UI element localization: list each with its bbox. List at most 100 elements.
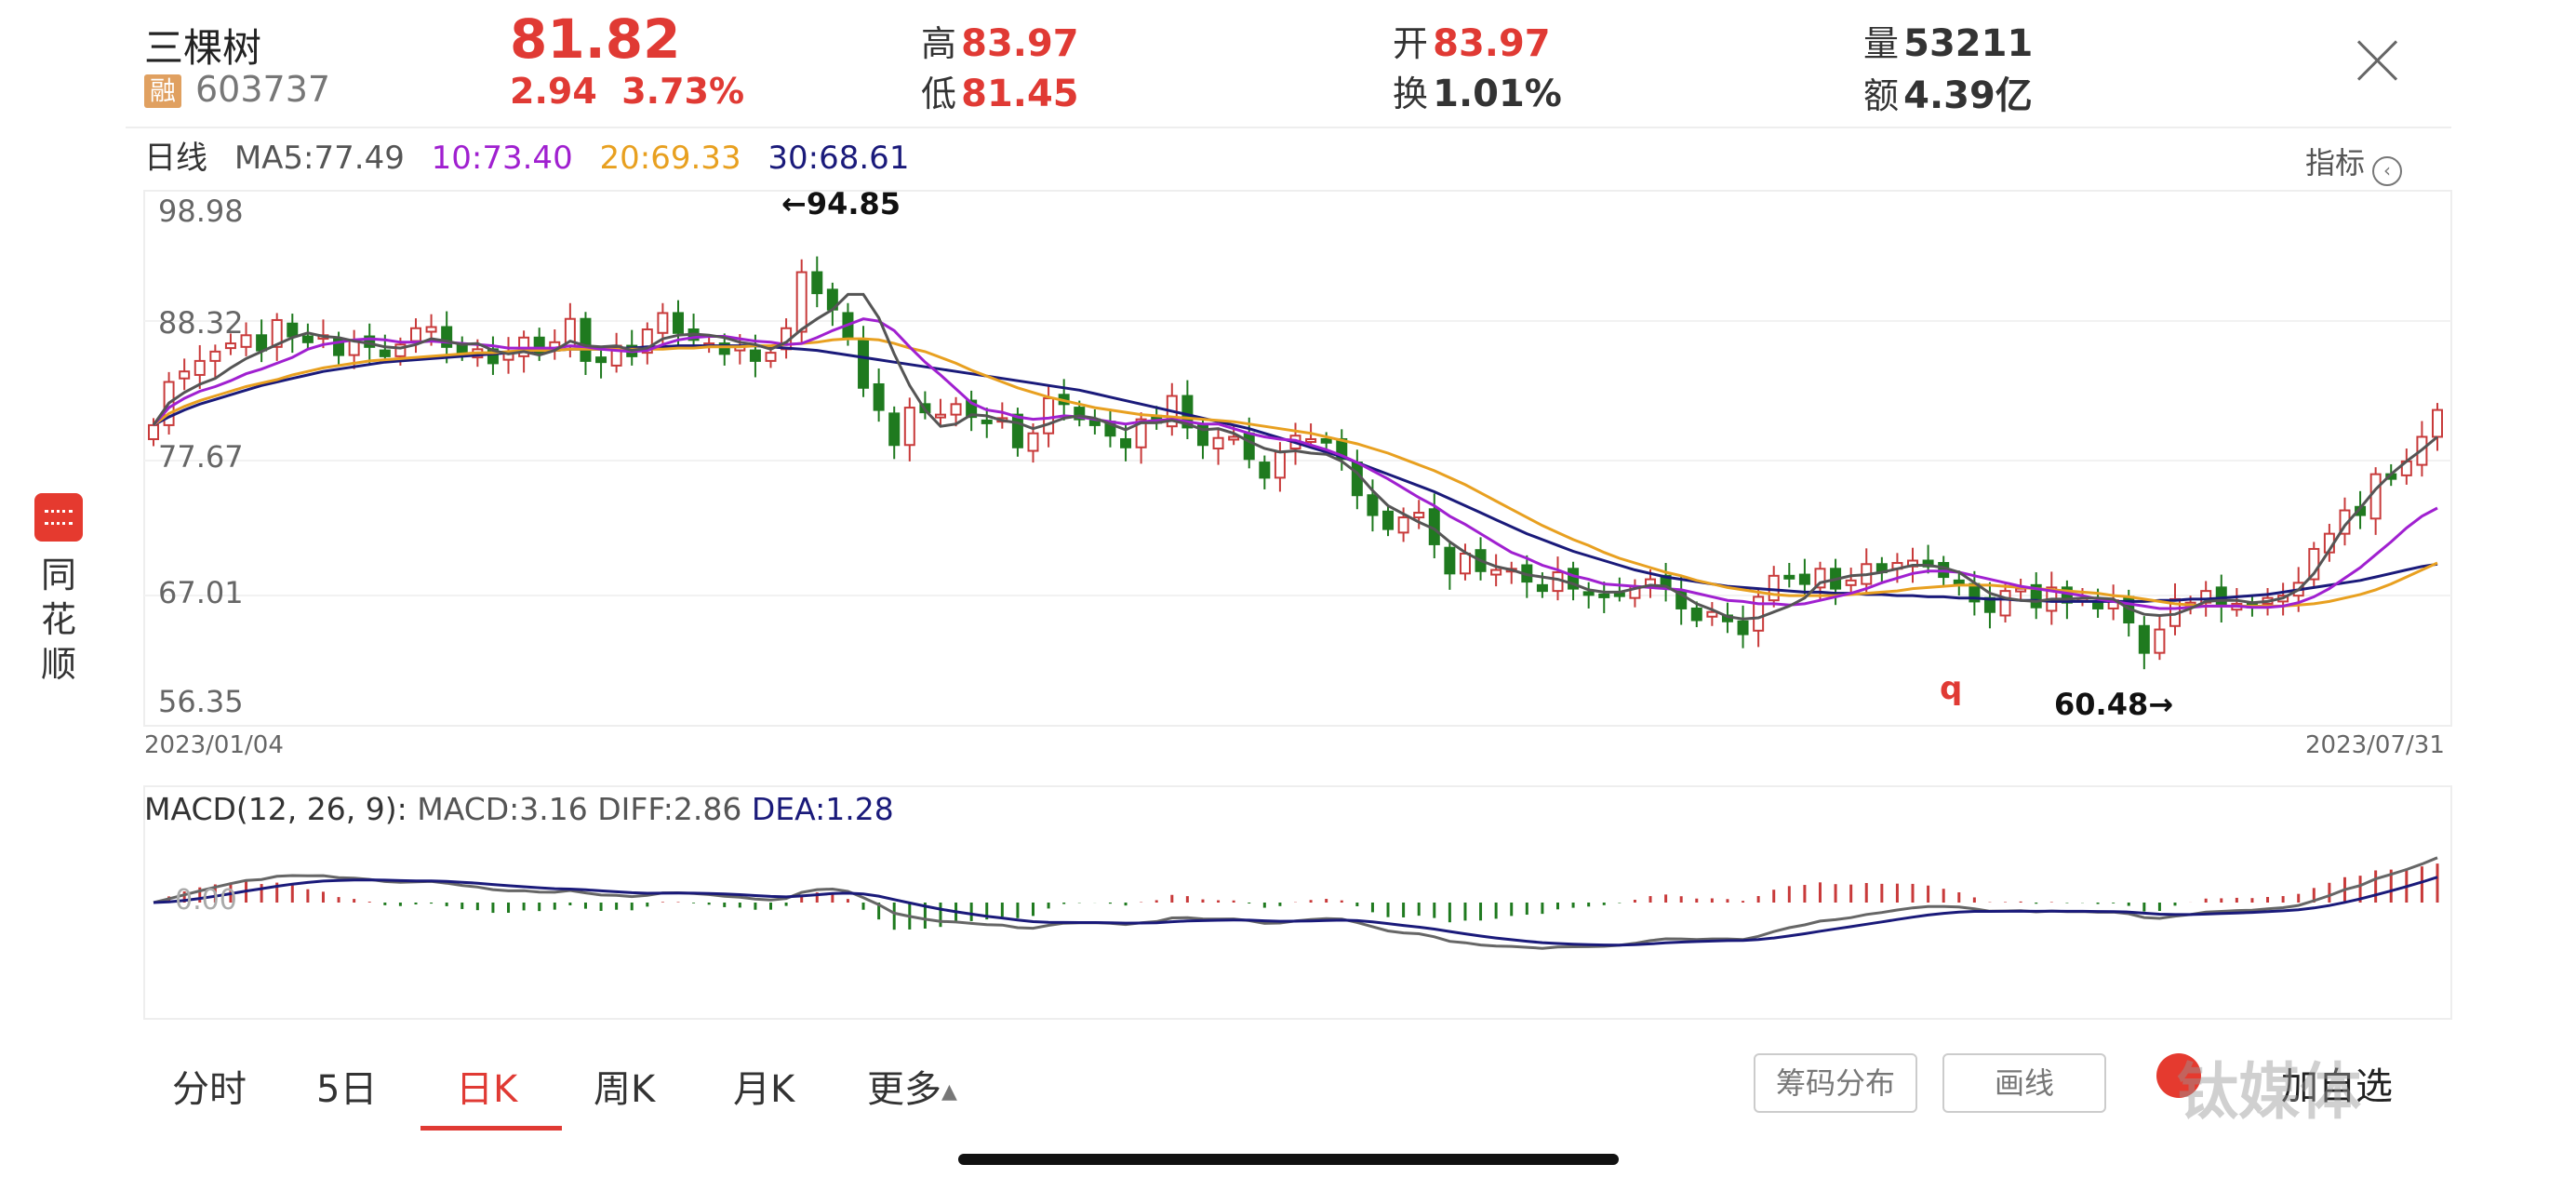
tab-monthly-k[interactable]: 月K bbox=[733, 1068, 795, 1111]
ma-lines-group bbox=[152, 292, 2438, 621]
ma30-value: 30:68.61 bbox=[767, 140, 910, 177]
ma5-line bbox=[152, 292, 2438, 621]
price-tick-3: 77.67 bbox=[158, 439, 244, 475]
candle-body bbox=[657, 312, 669, 334]
tab-weekly-k[interactable]: 周K bbox=[594, 1068, 656, 1111]
candle-body bbox=[934, 413, 946, 419]
candles-group bbox=[148, 256, 2443, 670]
candle-body bbox=[209, 350, 221, 362]
low-label: 低 bbox=[921, 74, 957, 114]
candle-body bbox=[1568, 568, 1580, 590]
candle-body bbox=[240, 334, 252, 348]
amount-label: 额 bbox=[1863, 75, 1900, 116]
amount-stat: 额 4.39亿 bbox=[1863, 65, 2033, 119]
tab-more[interactable]: 更多▲ bbox=[867, 1059, 957, 1113]
candle-body bbox=[2138, 624, 2150, 654]
tonghuashun-brand: 同 花 顺 bbox=[26, 493, 91, 687]
watermark: 钛媒体 bbox=[2177, 1056, 2361, 1128]
add-watchlist-icon[interactable] bbox=[2156, 1053, 2201, 1098]
home-indicator[interactable] bbox=[958, 1154, 1619, 1165]
candle-body bbox=[1598, 593, 1610, 598]
date-start: 2023/01/04 bbox=[144, 731, 284, 759]
open-stat: 开 83.97 bbox=[1393, 15, 1551, 66]
brand-char-3: 顺 bbox=[40, 644, 76, 685]
amount-value: 4.39亿 bbox=[1903, 74, 2033, 117]
high-value: 83.97 bbox=[961, 22, 1079, 65]
candle-body bbox=[425, 326, 437, 333]
candle-body bbox=[765, 352, 777, 362]
candle-body bbox=[1490, 569, 1502, 576]
active-tab-indicator bbox=[420, 1126, 562, 1131]
candle-body bbox=[1999, 590, 2011, 617]
chip-distribution-button[interactable]: 筹码分布 bbox=[1754, 1053, 1917, 1113]
candle-body bbox=[379, 349, 391, 357]
candle-body bbox=[1320, 437, 1332, 444]
change-percent: 3.73% bbox=[621, 71, 745, 112]
macd-zero-label: 0.00 bbox=[175, 884, 237, 917]
open-value: 83.97 bbox=[1433, 22, 1551, 65]
open-label: 开 bbox=[1393, 23, 1429, 64]
dea-value: DEA:1.28 bbox=[751, 791, 894, 827]
high-stat: 高 83.97 bbox=[921, 15, 1079, 66]
price-chart-frame bbox=[143, 190, 2452, 727]
candle-body bbox=[641, 328, 653, 355]
high-label: 高 bbox=[921, 23, 957, 64]
candle-body bbox=[148, 423, 159, 440]
turnover-label: 换 bbox=[1393, 74, 1429, 114]
diff-value: DIFF:2.86 bbox=[597, 791, 742, 827]
macd-legend: MACD(12, 26, 9): MACD:3.16 DIFF:2.86 DEA… bbox=[144, 791, 894, 827]
macd-value: MACD:3.16 bbox=[417, 791, 588, 827]
brand-char-2: 花 bbox=[40, 599, 76, 640]
candle-body bbox=[1613, 592, 1625, 597]
tab-5day[interactable]: 5日 bbox=[316, 1068, 378, 1111]
candle-body bbox=[1753, 596, 1765, 632]
candle-body bbox=[749, 349, 761, 362]
ma20-line bbox=[153, 337, 2438, 608]
add-watchlist-button[interactable]: 加自选 bbox=[2281, 1065, 2393, 1108]
candle-body bbox=[873, 382, 885, 411]
candle-body bbox=[858, 338, 870, 389]
low-stat: 低 81.45 bbox=[921, 65, 1079, 116]
candle-body bbox=[1011, 413, 1023, 448]
ma5-value: MA5:77.49 bbox=[234, 140, 405, 177]
margin-tag: 融 bbox=[144, 74, 182, 108]
candle-body bbox=[1228, 435, 1240, 441]
date-end: 2023/07/31 bbox=[2305, 731, 2445, 759]
candle-body bbox=[672, 312, 684, 334]
draw-line-button[interactable]: 画线 bbox=[1942, 1053, 2106, 1113]
candle-body bbox=[271, 318, 283, 348]
turnover-stat: 换 1.01% bbox=[1393, 65, 1562, 116]
dea-line bbox=[153, 876, 2438, 947]
price-tick-2: 88.32 bbox=[158, 305, 244, 341]
indicator-label: 指标 bbox=[2305, 145, 2366, 181]
candle-body bbox=[1444, 546, 1456, 575]
ma10-line bbox=[152, 317, 2438, 610]
tab-intraday[interactable]: 分时 bbox=[172, 1068, 247, 1111]
candle-body bbox=[179, 370, 191, 380]
candle-body bbox=[888, 412, 901, 447]
candle-body bbox=[795, 271, 808, 333]
volume-value: 53211 bbox=[1903, 22, 2034, 65]
turnover-value: 1.01% bbox=[1433, 73, 1562, 115]
candle-body bbox=[1814, 568, 1826, 589]
candle-body bbox=[1397, 516, 1409, 534]
candle-body bbox=[1074, 407, 1086, 421]
candle-body bbox=[441, 326, 453, 348]
header-divider bbox=[126, 127, 2451, 128]
tab-daily-k[interactable]: 日K bbox=[456, 1068, 518, 1111]
candle-body bbox=[1798, 573, 1810, 585]
candle-body bbox=[1243, 432, 1255, 461]
diff-line bbox=[153, 856, 2438, 950]
candle-body bbox=[1274, 450, 1286, 479]
high-annotation: ←94.85 bbox=[781, 186, 901, 221]
candle-body bbox=[1135, 418, 1147, 448]
indicator-button[interactable]: 指标 ‹ bbox=[2305, 140, 2403, 186]
candle-body bbox=[2432, 408, 2443, 438]
low-value: 81.45 bbox=[961, 73, 1079, 115]
event-marker[interactable]: q bbox=[1940, 670, 1963, 707]
candle-body bbox=[1120, 437, 1132, 448]
volume-stat: 量 53211 bbox=[1863, 15, 2033, 66]
price-tick-5: 56.35 bbox=[158, 684, 244, 719]
candle-body bbox=[1043, 397, 1055, 435]
